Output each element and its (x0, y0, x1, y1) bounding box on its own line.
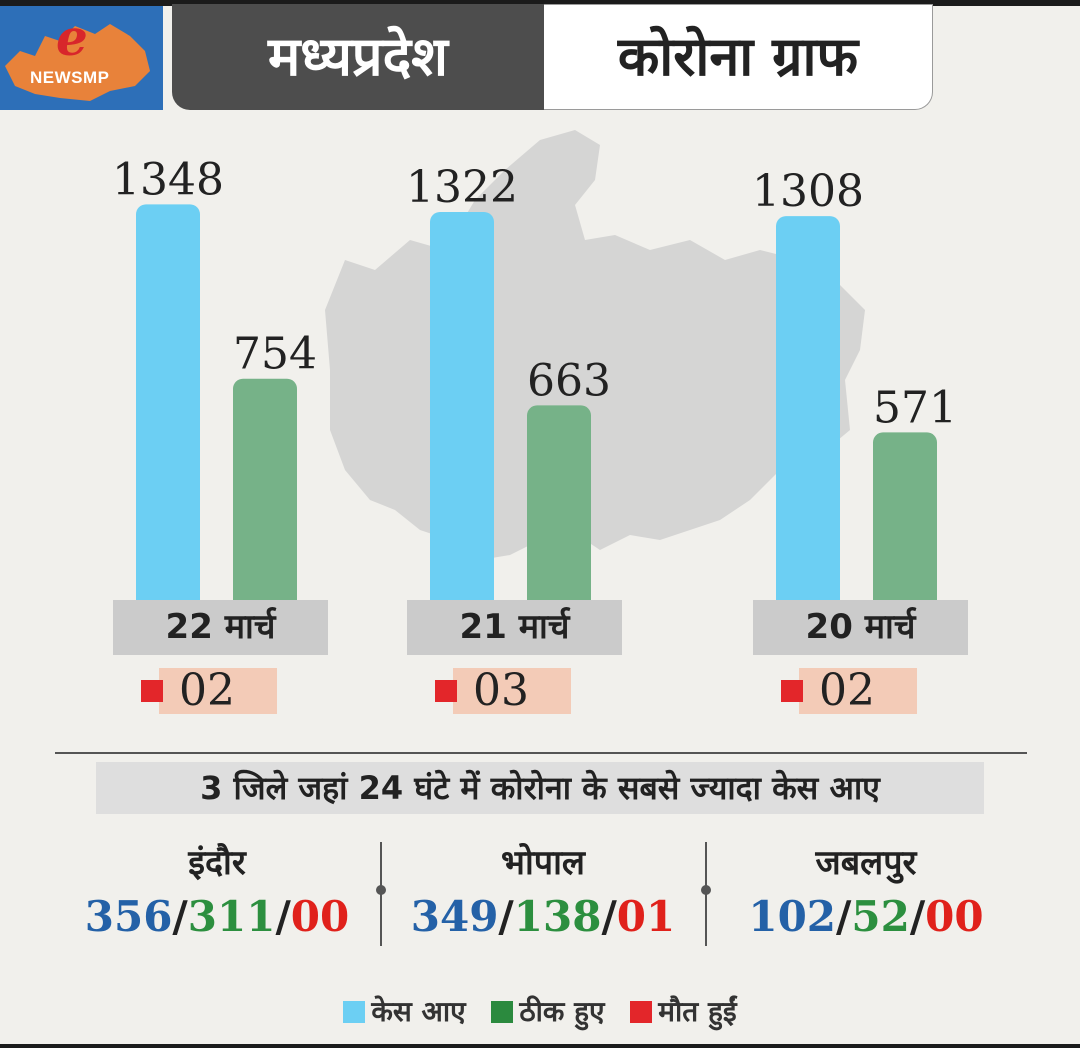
legend-label-deaths: मौत हुईं (658, 995, 737, 1028)
deaths-box-bg (799, 668, 917, 714)
deaths-box: 03 (435, 665, 575, 716)
date-label: 20 मार्च (753, 600, 968, 655)
bar-recovered (873, 432, 937, 600)
deaths-box: 02 (141, 665, 281, 716)
district-deaths: 01 (616, 892, 676, 941)
district-indore: इंदौर 356/311/00 (67, 838, 367, 946)
chart-legend: केस आए ठीक हुए मौत हुईं (0, 992, 1080, 1030)
district-jabalpur: जबलपुर 102/52/00 (716, 838, 1016, 946)
header-title-right: कोरोना ग्राफ (617, 25, 859, 88)
district-stats: 356/311/00 (84, 892, 350, 941)
bar-cases (430, 211, 494, 600)
bar-cases (776, 216, 840, 600)
bar-chart: 1348 754 1322 663 1308 571 (112, 130, 957, 600)
value-label-cases: 1308 (752, 166, 864, 217)
legend-swatch-cases (343, 1001, 366, 1023)
districts-title: 3 जिले जहां 24 घंटे में कोरोना के सबसे ज… (96, 762, 984, 814)
deaths-value: 02 (819, 665, 875, 716)
bar-recovered (527, 405, 591, 600)
district-bhopal: भोपाल 349/138/01 (393, 838, 693, 946)
deaths-marker (141, 680, 163, 702)
district-cases: 349 (410, 892, 499, 941)
value-label-recovered: 571 (873, 382, 957, 433)
date-label: 22 मार्च (113, 600, 328, 655)
district-name: जबलपुर (815, 843, 917, 883)
header-right-panel (544, 4, 933, 110)
bottom-border (0, 1044, 1080, 1048)
deaths-box: 02 (781, 665, 921, 716)
district-name: भोपाल (501, 843, 585, 883)
legend-swatch-recovered (491, 1001, 514, 1023)
header-left-panel (172, 4, 544, 110)
district-deaths: 00 (925, 892, 984, 941)
value-label-recovered: 663 (527, 355, 611, 406)
legend-label-cases: केस आए (371, 995, 466, 1028)
bar-cases (136, 204, 200, 600)
district-recovered: 138 (513, 892, 602, 941)
legend-recovered: ठीक हुए (491, 992, 605, 1030)
district-stats: 349/138/01 (410, 892, 676, 941)
district-name: इंदौर (188, 843, 246, 883)
district-recovered: 52 (851, 892, 910, 941)
separator-dot (376, 885, 386, 895)
legend-swatch-deaths (630, 1001, 653, 1023)
legend-label-recovered: ठीक हुए (519, 995, 605, 1028)
top-border (0, 0, 1080, 6)
district-cases: 102 (748, 892, 837, 941)
deaths-box-bg (453, 668, 571, 714)
value-label-cases: 1348 (112, 154, 224, 205)
legend-cases: केस आए (343, 992, 466, 1030)
logo-text: NEWSMP (30, 68, 110, 87)
deaths-value: 02 (179, 665, 235, 716)
bar-recovered (233, 378, 297, 600)
header-title-left: मध्यप्रदेश (267, 25, 449, 88)
date-label: 21 मार्च (407, 600, 622, 655)
district-deaths: 00 (290, 892, 350, 941)
deaths-marker (781, 680, 803, 702)
district-recovered: 311 (187, 892, 276, 941)
legend-deaths: मौत हुईं (630, 992, 737, 1030)
deaths-marker (435, 680, 457, 702)
deaths-value: 03 (473, 665, 529, 716)
logo-letter: e (56, 8, 88, 67)
district-cases: 356 (84, 892, 173, 941)
value-label-cases: 1322 (406, 162, 518, 213)
section-divider (55, 752, 1027, 754)
district-stats: 102/52/00 (748, 892, 984, 941)
map-logo-icon (5, 24, 150, 101)
newsmp-logo: e NEWSMP (0, 6, 163, 110)
deaths-box-bg (159, 668, 277, 714)
separator-dot (701, 885, 711, 895)
value-label-recovered: 754 (233, 329, 317, 380)
